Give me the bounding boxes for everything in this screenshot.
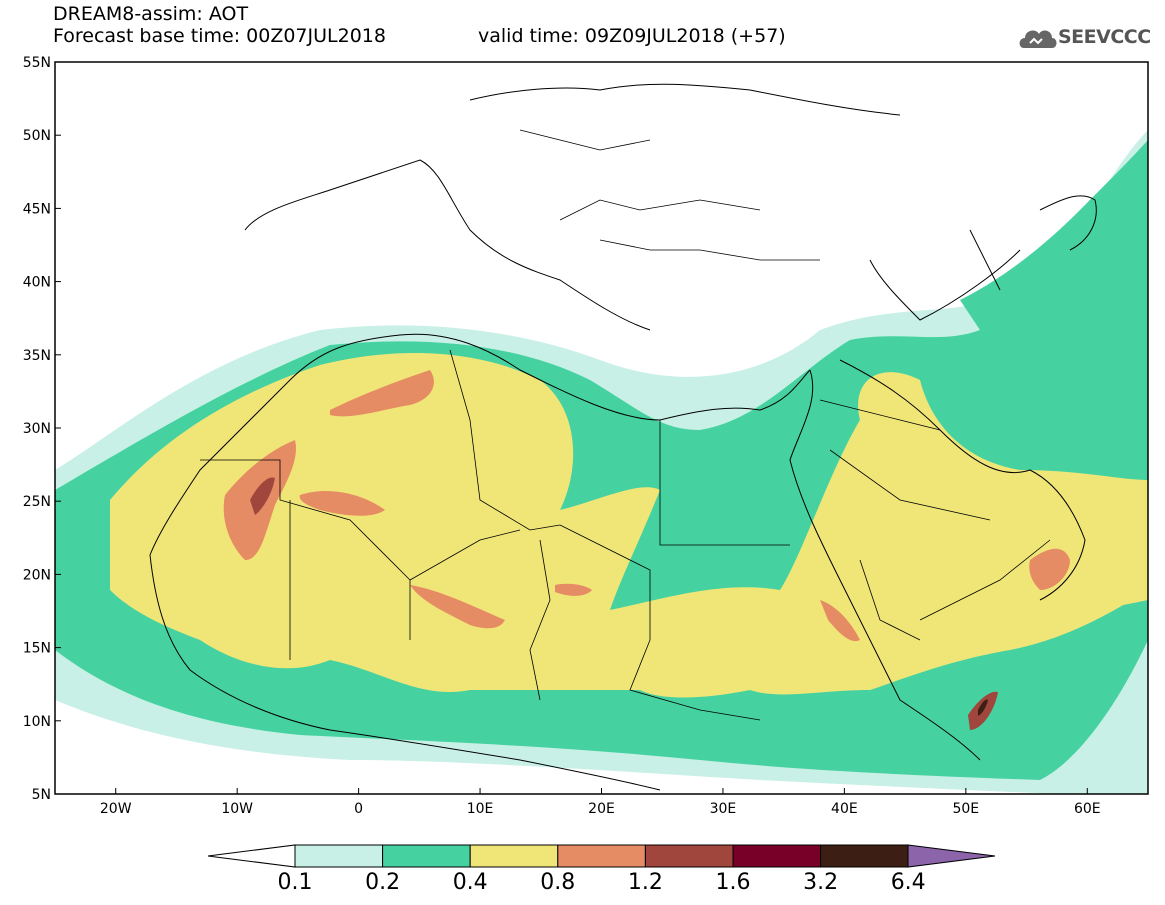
colorbar (207, 844, 996, 868)
lat-label: 25N (23, 494, 51, 510)
lat-label: 15N (23, 641, 51, 657)
aot-level-0.4 (110, 353, 1148, 698)
colorbar-box (644, 844, 734, 868)
coastlines (149, 83, 1097, 791)
lat-label: 30N (23, 421, 51, 437)
colorbar-box (382, 844, 471, 868)
lon-label: 30E (710, 801, 737, 817)
colorbar-label: 1.6 (715, 870, 751, 895)
lon-label: 20E (588, 801, 615, 817)
lon-label: 10W (221, 801, 253, 817)
aot-level-0.8-f (1029, 548, 1070, 590)
lat-label: 20N (23, 567, 51, 583)
colorbar-box (732, 844, 822, 868)
latitude-axis: 55N 50N 45N 40N 35N 30N 25N 20N 15N 10N 5N (23, 55, 61, 803)
aot-level-0.8-e (555, 583, 592, 596)
lon-label: 40E (831, 801, 858, 817)
colorbar-label: 0.8 (540, 870, 576, 895)
colorbar-box (469, 844, 559, 868)
seevccc-logo (1018, 22, 1158, 56)
colorbar-box (820, 844, 909, 868)
lon-label: 20W (100, 801, 132, 817)
colorbar-label: 0.2 (365, 870, 401, 895)
colorbar-label: 6.4 (890, 870, 926, 895)
aot-level-1.6 (978, 699, 988, 716)
lon-label: 50E (952, 801, 979, 817)
lat-label: 10N (23, 714, 51, 730)
logo-text: SEEVCCC (1058, 26, 1151, 48)
valid-time: valid time: 09Z09JUL2018 (+57) (478, 25, 786, 47)
colorbar-over-arrow (907, 844, 996, 868)
aot-level-0.2-east (960, 140, 1148, 333)
colorbar-label: 0.1 (277, 870, 313, 895)
lat-label: 55N (23, 55, 51, 71)
longitude-axis: 20W 10W 0 10E 20E 30E 40E 50E 60E (100, 788, 1101, 817)
country-borders (200, 129, 1051, 721)
colorbar-label: 3.2 (803, 870, 839, 895)
colorbar-box (557, 844, 646, 868)
lat-label: 50N (23, 128, 51, 144)
colorbar-label: 0.4 (452, 870, 488, 895)
lon-label: 0 (354, 801, 363, 817)
aot-level-0.8-a (330, 370, 434, 417)
aot-level-0.8-g (820, 600, 860, 642)
lon-label: 10E (467, 801, 494, 817)
aot-level-0.8-c (299, 490, 385, 516)
lat-label: 45N (23, 201, 51, 217)
colorbar-under-arrow (207, 844, 296, 868)
cloud-icon (1019, 30, 1057, 48)
aot-field (55, 62, 1148, 794)
lat-label: 35N (23, 348, 51, 364)
colorbar-boxes (294, 844, 909, 868)
aot-level-0.8-d (410, 585, 505, 629)
lat-label: 40N (23, 275, 51, 291)
map-title: DREAM8-assim: AOT (53, 3, 249, 25)
colorbar-box (294, 844, 384, 868)
colorbar-label: 1.2 (627, 870, 663, 895)
aot-level-1.2-a (250, 477, 275, 515)
lon-label: 60E (1074, 801, 1101, 817)
lat-label: 5N (32, 787, 51, 803)
forecast-base-time: Forecast base time: 00Z07JUL2018 (53, 25, 386, 47)
